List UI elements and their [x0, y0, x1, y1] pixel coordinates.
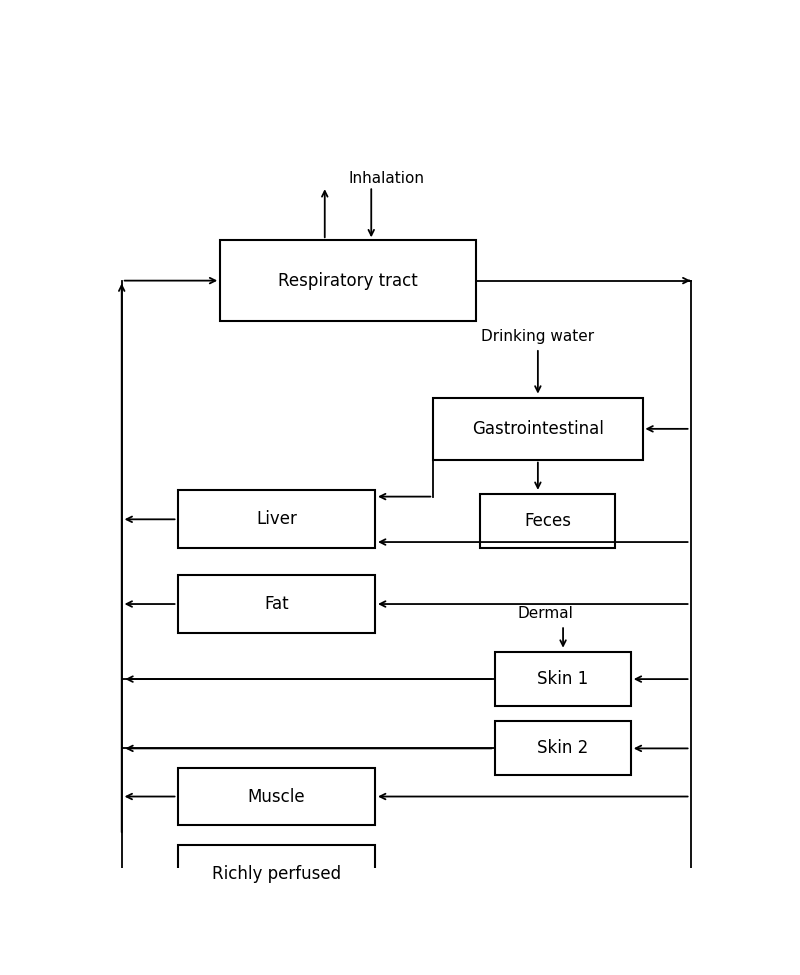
Text: Skin 2: Skin 2 — [538, 739, 589, 758]
Bar — [495, 722, 631, 775]
Bar — [495, 652, 631, 706]
Text: Skin 1: Skin 1 — [538, 670, 589, 688]
Text: Feces: Feces — [524, 512, 571, 530]
Bar — [480, 494, 615, 548]
Text: Respiratory tract: Respiratory tract — [278, 272, 418, 290]
Bar — [434, 398, 642, 459]
Text: Muscle: Muscle — [247, 788, 305, 805]
Bar — [178, 844, 375, 903]
Bar — [178, 767, 375, 826]
Text: Liver: Liver — [256, 510, 297, 528]
Text: Fat: Fat — [264, 595, 289, 613]
Text: Inhalation: Inhalation — [349, 172, 425, 186]
Text: Drinking water: Drinking water — [482, 330, 594, 344]
Text: Richly perfused: Richly perfused — [212, 865, 341, 882]
Text: Gastrointestinal: Gastrointestinal — [472, 420, 604, 438]
Bar — [220, 240, 476, 321]
Bar — [178, 490, 375, 548]
Bar — [178, 575, 375, 633]
Text: Dermal: Dermal — [518, 606, 574, 621]
